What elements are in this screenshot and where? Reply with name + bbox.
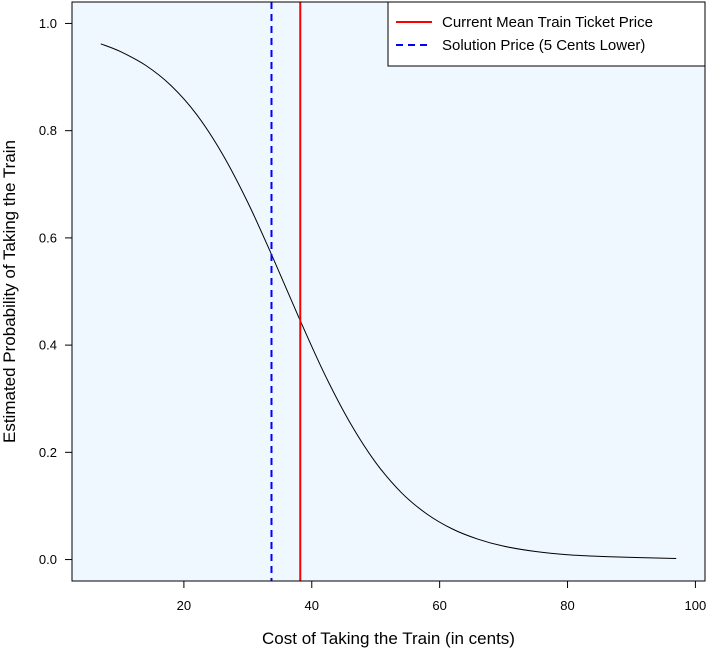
- legend-label-solution-price: Solution Price (5 Cents Lower): [442, 37, 645, 54]
- y-axis-title: Estimated Probability of Taking the Trai…: [0, 140, 19, 443]
- legend: Current Mean Train Ticket Price Solution…: [387, 1, 706, 67]
- x-tick-label: 40: [305, 598, 319, 613]
- y-tick-label: 0.2: [39, 445, 57, 460]
- x-tick-label: 20: [177, 598, 191, 613]
- x-tick-label: 80: [560, 598, 574, 613]
- x-tick-label: 60: [432, 598, 446, 613]
- series-layer: [100, 2, 677, 581]
- y-tick-label: 0.4: [39, 338, 57, 353]
- y-tick-label: 0.0: [39, 552, 57, 567]
- y-tick-label: 0.6: [39, 230, 57, 245]
- probability-curve-line: [100, 43, 677, 559]
- y-tick-label: 1.0: [39, 16, 57, 31]
- legend-label-current-price: Current Mean Train Ticket Price: [442, 14, 653, 31]
- legend-box: [387, 1, 706, 67]
- x-axis-title: Cost of Taking the Train (in cents): [262, 629, 515, 648]
- y-tick-label: 0.8: [39, 123, 57, 138]
- axis-ticks: 20 40 60 80 100 0.0 0.2 0.4 0.6 0.8 1.0: [39, 16, 706, 613]
- plot-area-background: [72, 2, 705, 581]
- x-tick-label: 100: [685, 598, 707, 613]
